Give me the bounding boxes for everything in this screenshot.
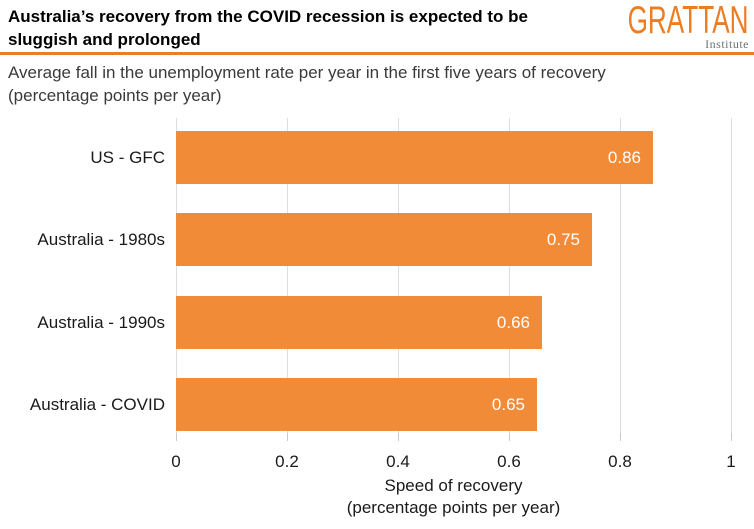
- gridline-0.8: [620, 118, 621, 433]
- bar-australia-1990s: 0.66: [176, 296, 542, 349]
- x-tick-0.2: [287, 433, 288, 441]
- x-axis-title: Speed of recovery (percentage points per…: [176, 475, 731, 519]
- category-label: Australia - 1980s: [37, 230, 165, 249]
- orange-divider-rule: [0, 52, 754, 55]
- gridline-0.4: [398, 118, 399, 433]
- bar-australia-covid: 0.65: [176, 378, 537, 431]
- x-axis-title-line1: Speed of recovery: [384, 476, 523, 495]
- bar-australia-1980s: 0.75: [176, 213, 592, 266]
- gridline-1: [731, 118, 732, 433]
- x-tick-0.4: [398, 433, 399, 441]
- grattan-logo-institute-label: Institute: [705, 37, 749, 51]
- gridline-0.6: [509, 118, 510, 433]
- chart-subtitle-line2: (percentage points per year): [8, 86, 222, 105]
- x-axis-title-line2: (percentage points per year): [346, 498, 561, 517]
- x-tick-label-0.2: 0.2: [275, 452, 299, 471]
- category-label: Australia - COVID: [29, 395, 165, 414]
- gridline-0.2: [287, 118, 288, 433]
- bar-value-label: 0.86: [607, 148, 641, 167]
- category-label: US - GFC: [90, 148, 165, 167]
- x-tick-label-0.6: 0.6: [497, 452, 521, 471]
- x-tick-label-0.8: 0.8: [608, 452, 632, 471]
- x-tick-0.6: [509, 433, 510, 441]
- page-title-line2: sluggish and prolonged: [8, 30, 201, 49]
- x-tick-0.8: [620, 433, 621, 441]
- page-title-line1: Australia’s recovery from the COVID rece…: [8, 7, 528, 26]
- x-tick-1: [731, 433, 732, 441]
- x-tick-label-0: 0: [171, 452, 181, 471]
- x-tick-0: [176, 433, 177, 441]
- chart-subtitle-line1: Average fall in the unemployment rate pe…: [8, 63, 606, 82]
- chart-subtitle: Average fall in the unemployment rate pe…: [8, 61, 728, 107]
- bar-value-label: 0.65: [491, 395, 525, 414]
- grattan-logo: GRATTAN Institute: [568, 0, 749, 52]
- bar-value-label: 0.66: [496, 313, 530, 332]
- bar-value-label: 0.75: [546, 230, 580, 249]
- grattan-logo-wordmark: GRATTAN: [628, 0, 749, 42]
- x-tick-label-1: 1: [726, 452, 736, 471]
- x-tick-label-0.4: 0.4: [386, 452, 410, 471]
- page-title: Australia’s recovery from the COVID rece…: [8, 5, 618, 51]
- bar-us-gfc: 0.86: [176, 131, 653, 184]
- gridline-0: [176, 118, 177, 433]
- category-label: Australia - 1990s: [37, 313, 165, 332]
